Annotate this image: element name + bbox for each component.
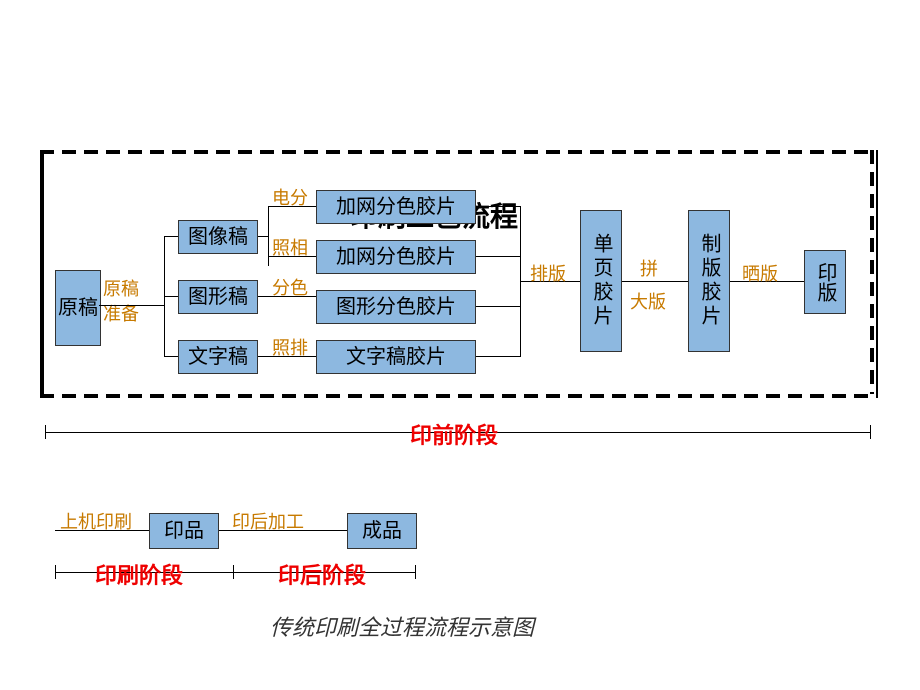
node-tuxing-label: 图形稿: [188, 285, 248, 309]
connector: [622, 281, 688, 282]
edge-label-fense: 分色: [272, 274, 308, 300]
edge-label-paiban: 排版: [530, 260, 566, 286]
stage-prepress: 印前阶段: [410, 418, 498, 450]
node-zhiban-label: 制版胶片: [697, 233, 721, 329]
node-tuxiang: 图像稿: [178, 220, 258, 254]
stage-press: 印刷阶段: [95, 558, 183, 590]
node-wenzifen: 文字稿胶片: [316, 340, 476, 374]
connector: [476, 306, 520, 307]
edge-label-zhunbei2: 准备: [103, 300, 139, 326]
edge-label-daban: 大版: [630, 288, 666, 314]
edge-label-pin: 拼: [640, 255, 658, 281]
edge-label-dianfen: 电分: [272, 184, 308, 210]
node-yinpin-label: 印品: [164, 519, 204, 543]
diagram-caption: 传统印刷全过程流程示意图: [270, 610, 534, 642]
connector: [476, 256, 520, 257]
connector: [99, 305, 164, 306]
node-jiawang1: 加网分色胶片: [316, 190, 476, 224]
connector: [476, 356, 520, 357]
node-chengpin: 成品: [347, 513, 417, 549]
node-wenzi: 文字稿: [178, 340, 258, 374]
stage-tick: [415, 565, 416, 579]
edge-label-shaiban: 晒版: [742, 260, 778, 286]
node-jiawang2: 加网分色胶片: [316, 240, 476, 274]
stage-postpress: 印后阶段: [278, 558, 366, 590]
node-yinban: 印版: [804, 250, 846, 314]
node-yinpin: 印品: [149, 513, 219, 549]
node-tuxiang-label: 图像稿: [188, 225, 248, 249]
connector: [258, 236, 268, 237]
edge-label-zhaoxiang: 照相: [272, 234, 308, 260]
edge-label-shangji: 上机印刷: [60, 508, 132, 534]
node-yuangao: 原稿: [55, 270, 101, 346]
node-yuangao-label: 原稿: [58, 296, 98, 320]
connector: [164, 296, 178, 297]
stage-tick: [45, 425, 46, 439]
node-jiawang2-label: 加网分色胶片: [336, 245, 456, 269]
connector: [164, 236, 178, 237]
edge-label-zhunbei1: 原稿: [103, 275, 139, 301]
connector: [268, 206, 269, 266]
node-danye: 单页胶片: [580, 210, 622, 352]
node-jiawang1-label: 加网分色胶片: [336, 195, 456, 219]
node-tuxingfen: 图形分色胶片: [316, 290, 476, 324]
stage-tick: [55, 565, 56, 579]
node-tuxing: 图形稿: [178, 280, 258, 314]
edge-label-zhaopai: 照排: [272, 334, 308, 360]
node-yinban-label: 印版: [813, 262, 837, 302]
node-zhiban: 制版胶片: [688, 210, 730, 352]
node-wenzifen-label: 文字稿胶片: [346, 345, 446, 369]
connector: [476, 206, 520, 207]
connector: [164, 356, 178, 357]
node-danye-label: 单页胶片: [589, 233, 613, 329]
edge-label-yinhou: 印后加工: [232, 508, 304, 534]
node-chengpin-label: 成品: [362, 519, 402, 543]
node-tuxingfen-label: 图形分色胶片: [336, 295, 456, 319]
stage-tick: [870, 425, 871, 439]
node-wenzi-label: 文字稿: [188, 345, 248, 369]
